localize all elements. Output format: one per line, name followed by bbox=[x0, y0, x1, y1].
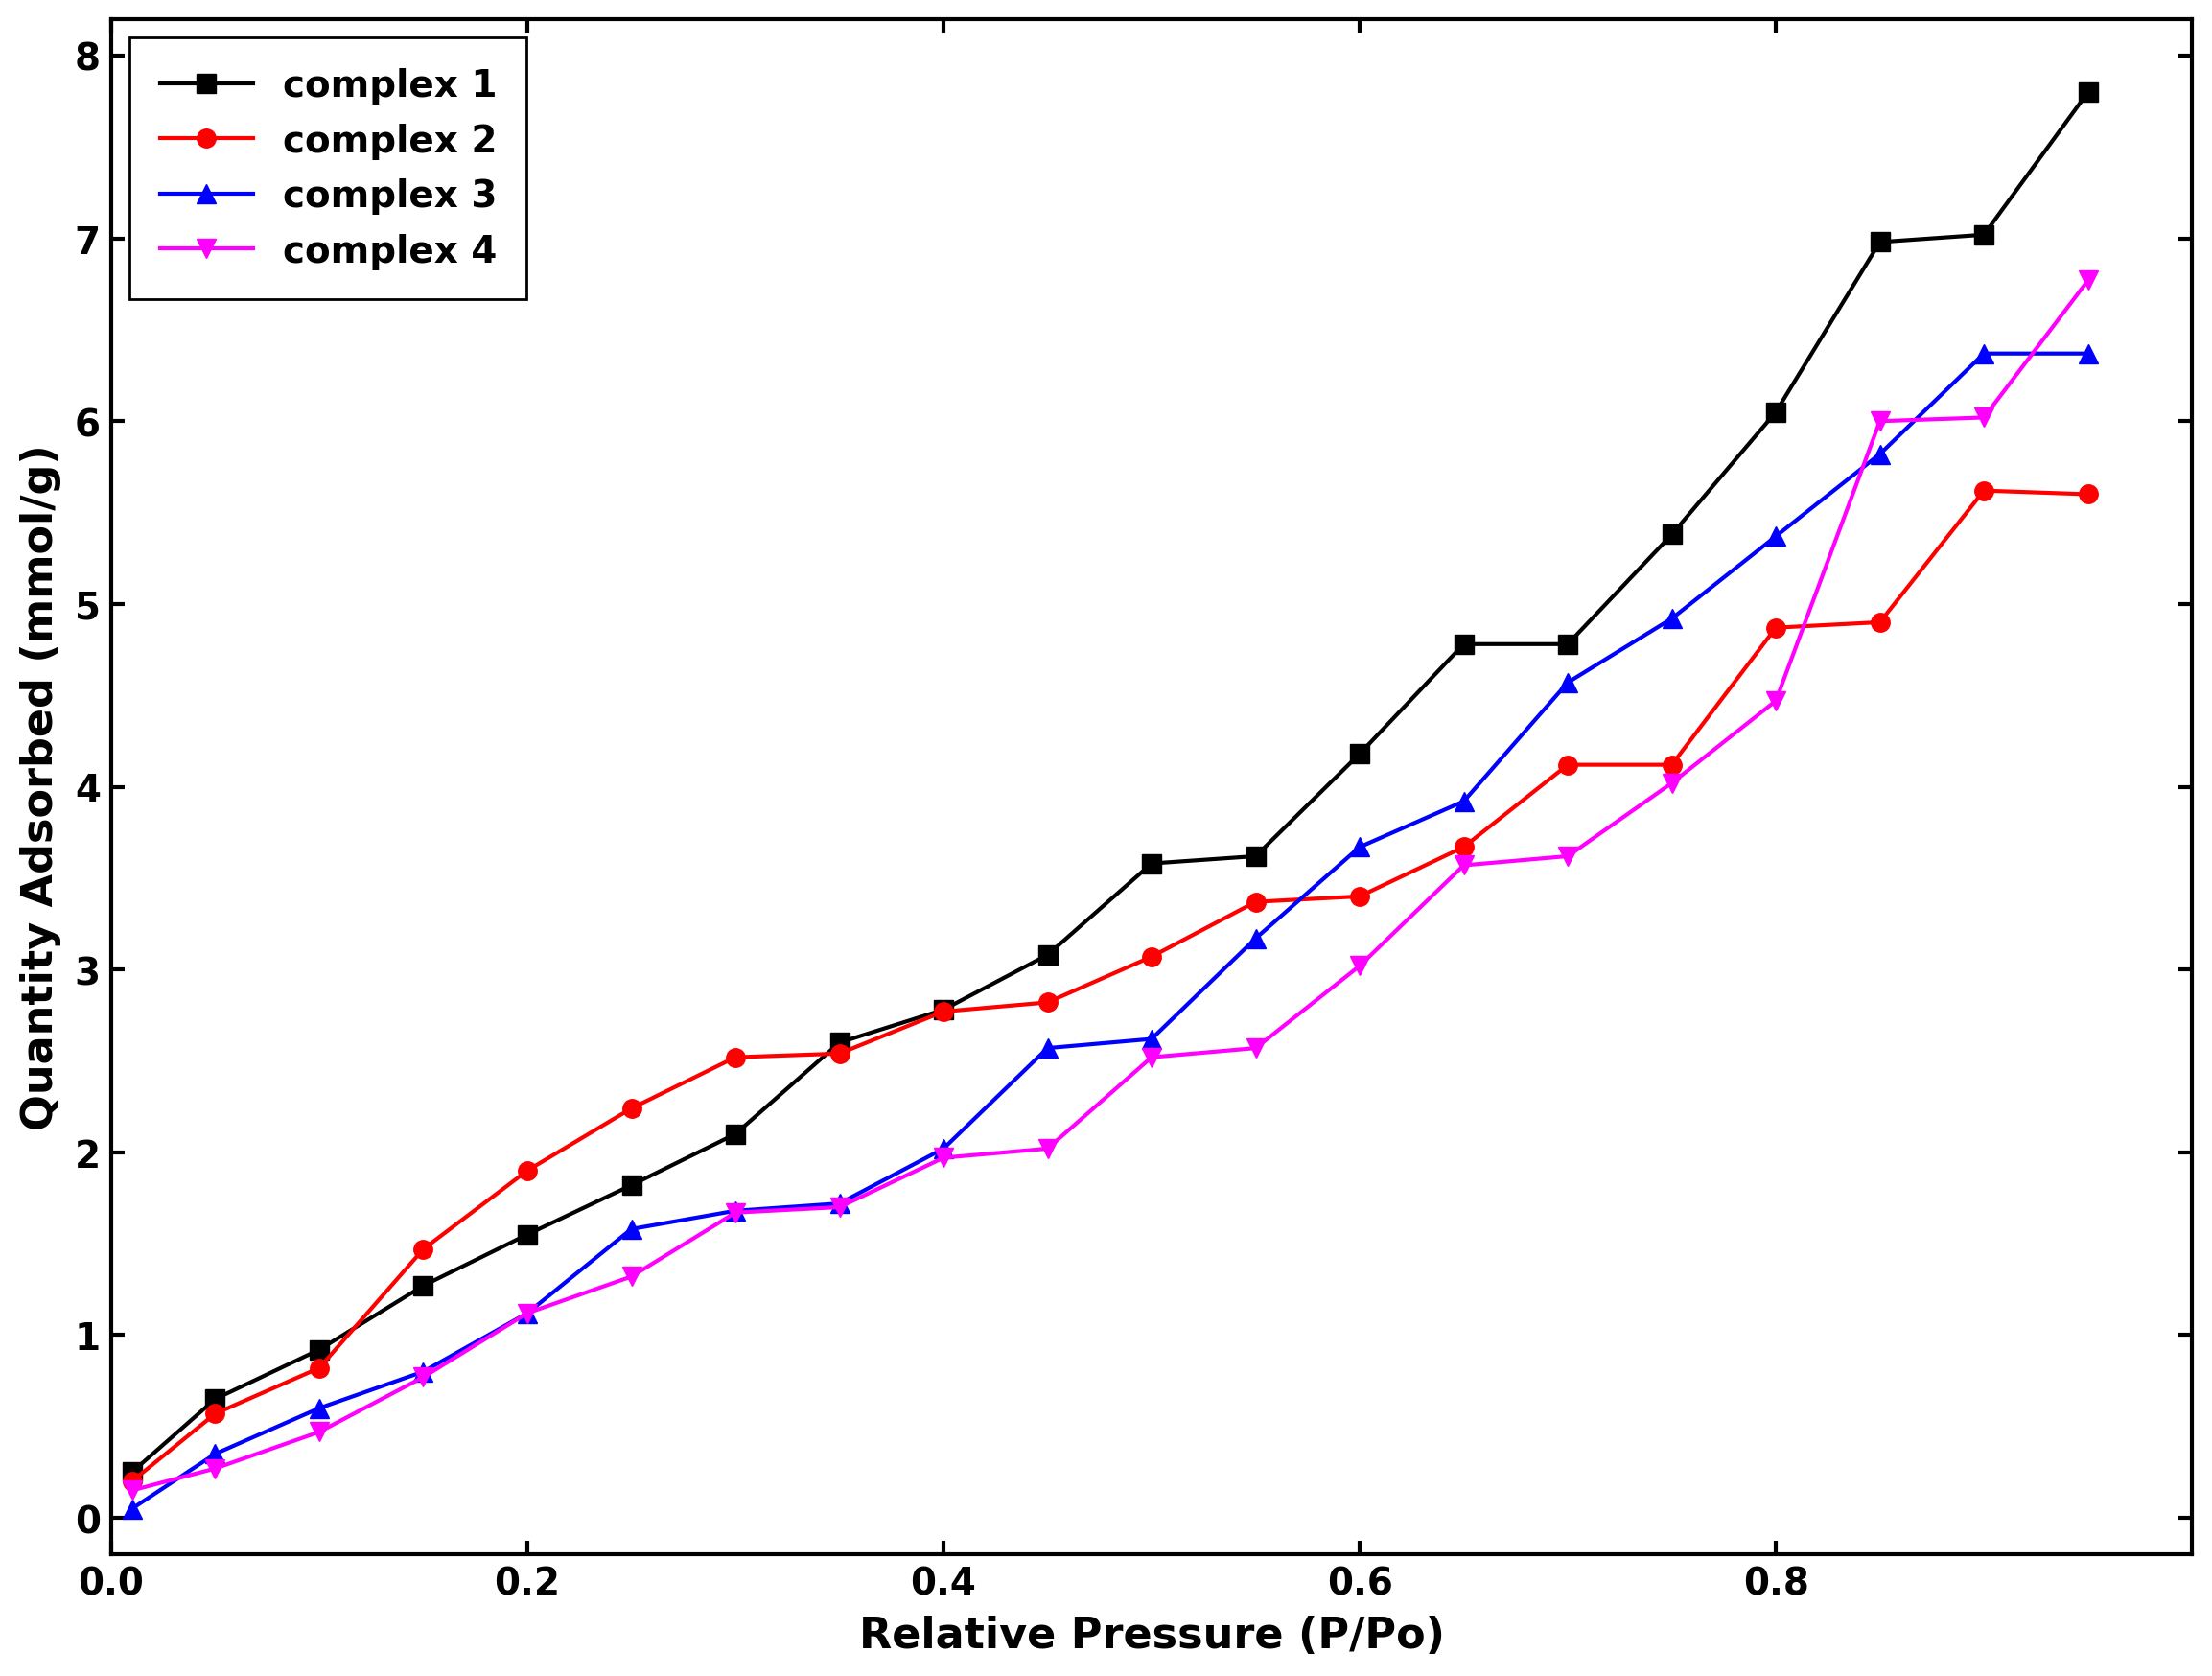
complex 4 bbox=[1347, 957, 1374, 977]
Line: complex 3: complex 3 bbox=[122, 345, 2097, 1518]
complex 1 bbox=[617, 1175, 644, 1195]
complex 4 bbox=[617, 1267, 644, 1287]
Y-axis label: Quantity Adsorbed (mmol/g): Quantity Adsorbed (mmol/g) bbox=[20, 444, 62, 1130]
complex 3 bbox=[409, 1361, 436, 1381]
complex 1 bbox=[1971, 226, 1997, 246]
complex 2 bbox=[1659, 756, 1686, 776]
complex 4 bbox=[1763, 691, 1790, 711]
complex 3 bbox=[2075, 344, 2101, 364]
complex 1 bbox=[721, 1125, 748, 1145]
complex 1 bbox=[1659, 525, 1686, 545]
complex 3 bbox=[827, 1193, 854, 1213]
complex 1 bbox=[1347, 744, 1374, 764]
complex 2 bbox=[513, 1161, 540, 1182]
complex 2 bbox=[2075, 484, 2101, 504]
complex 4 bbox=[1555, 846, 1582, 866]
complex 1 bbox=[1867, 233, 1893, 253]
complex 3 bbox=[931, 1140, 958, 1160]
complex 4 bbox=[827, 1197, 854, 1217]
complex 3 bbox=[1451, 791, 1478, 811]
complex 2 bbox=[617, 1099, 644, 1120]
complex 4 bbox=[931, 1148, 958, 1168]
complex 4 bbox=[513, 1304, 540, 1324]
Line: complex 1: complex 1 bbox=[122, 84, 2097, 1482]
complex 3 bbox=[305, 1398, 332, 1418]
complex 1 bbox=[119, 1461, 146, 1482]
complex 2 bbox=[1139, 947, 1166, 967]
complex 2 bbox=[201, 1404, 228, 1425]
complex 2 bbox=[1347, 887, 1374, 907]
complex 3 bbox=[617, 1218, 644, 1239]
complex 2 bbox=[1555, 756, 1582, 776]
complex 1 bbox=[2075, 84, 2101, 104]
complex 3 bbox=[1347, 838, 1374, 858]
complex 1 bbox=[305, 1339, 332, 1359]
complex 4 bbox=[1243, 1039, 1270, 1059]
complex 4 bbox=[409, 1368, 436, 1388]
complex 3 bbox=[1555, 674, 1582, 694]
complex 2 bbox=[305, 1358, 332, 1378]
complex 4 bbox=[1451, 856, 1478, 877]
complex 3 bbox=[1035, 1039, 1062, 1059]
complex 3 bbox=[119, 1498, 146, 1518]
complex 4 bbox=[2075, 272, 2101, 292]
complex 2 bbox=[409, 1239, 436, 1259]
complex 4 bbox=[1659, 774, 1686, 794]
complex 1 bbox=[1035, 945, 1062, 965]
complex 3 bbox=[1867, 444, 1893, 464]
complex 1 bbox=[1451, 635, 1478, 655]
complex 4 bbox=[201, 1458, 228, 1478]
complex 4 bbox=[305, 1421, 332, 1441]
complex 3 bbox=[1243, 929, 1270, 949]
complex 3 bbox=[1139, 1029, 1166, 1049]
complex 4 bbox=[1139, 1048, 1166, 1068]
complex 1 bbox=[1555, 635, 1582, 655]
complex 2 bbox=[1035, 992, 1062, 1012]
complex 1 bbox=[1763, 402, 1790, 422]
complex 2 bbox=[1451, 838, 1478, 858]
complex 4 bbox=[119, 1480, 146, 1500]
complex 3 bbox=[201, 1445, 228, 1465]
complex 2 bbox=[721, 1048, 748, 1068]
complex 2 bbox=[1763, 618, 1790, 639]
complex 1 bbox=[513, 1225, 540, 1245]
complex 2 bbox=[1243, 892, 1270, 912]
complex 1 bbox=[931, 1001, 958, 1021]
complex 2 bbox=[931, 1002, 958, 1022]
complex 4 bbox=[721, 1203, 748, 1223]
Legend: complex 1, complex 2, complex 3, complex 4: complex 1, complex 2, complex 3, complex… bbox=[131, 39, 526, 300]
complex 3 bbox=[1763, 526, 1790, 546]
Line: complex 4: complex 4 bbox=[122, 272, 2097, 1500]
complex 3 bbox=[513, 1304, 540, 1324]
complex 4 bbox=[1035, 1140, 1062, 1160]
complex 1 bbox=[201, 1389, 228, 1410]
X-axis label: Relative Pressure (P/Po): Relative Pressure (P/Po) bbox=[858, 1616, 1444, 1656]
complex 3 bbox=[1971, 344, 1997, 364]
complex 1 bbox=[1243, 846, 1270, 866]
complex 1 bbox=[827, 1032, 854, 1053]
complex 2 bbox=[1971, 481, 1997, 501]
complex 3 bbox=[1659, 608, 1686, 628]
complex 2 bbox=[827, 1044, 854, 1064]
complex 2 bbox=[1867, 613, 1893, 634]
complex 1 bbox=[409, 1275, 436, 1296]
complex 3 bbox=[721, 1202, 748, 1222]
complex 1 bbox=[1139, 853, 1166, 873]
complex 4 bbox=[1867, 412, 1893, 432]
Line: complex 2: complex 2 bbox=[122, 483, 2097, 1490]
complex 2 bbox=[119, 1472, 146, 1492]
complex 4 bbox=[1971, 409, 1997, 429]
